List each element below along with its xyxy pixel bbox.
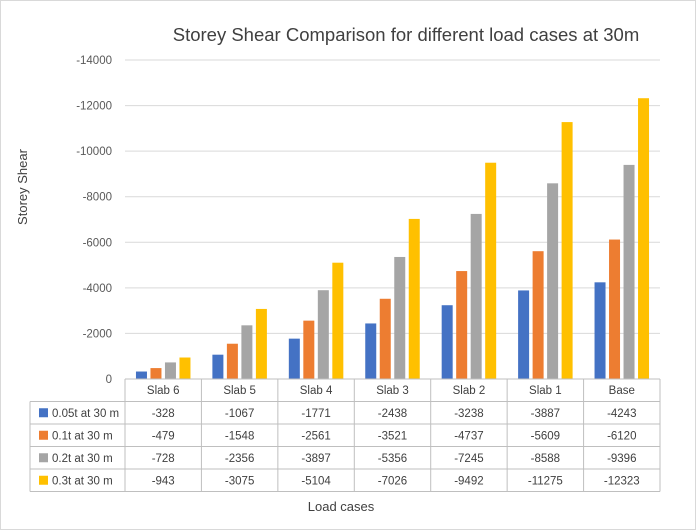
bar (638, 98, 650, 379)
gridlines (125, 59, 660, 334)
bar (609, 239, 621, 379)
bar (532, 251, 544, 379)
data-label: -9492 (454, 475, 483, 487)
bar (164, 362, 176, 379)
legend-label: 0.3t at 30 m (52, 475, 113, 487)
data-label: -7245 (454, 453, 483, 465)
bar (317, 290, 329, 379)
bar (485, 162, 497, 379)
legend-label: 0.05t at 30 m (52, 408, 119, 420)
y-tick-label: -14000 (76, 55, 112, 67)
legend-swatch (39, 475, 48, 485)
bar (332, 262, 344, 379)
bar (547, 183, 559, 379)
y-axis-ticks: 0 -2000 -4000 -6000 -8000 -10000 -12000 -14000 (76, 55, 112, 386)
data-label: -4737 (454, 430, 483, 442)
data-label: -7026 (378, 475, 407, 487)
y-tick-label: -12000 (76, 101, 112, 113)
bar (365, 323, 377, 379)
bar (179, 357, 191, 379)
bar (408, 218, 420, 379)
x-tick-label: Base (609, 385, 635, 397)
legend-label: 0.2t at 30 m (52, 453, 113, 465)
y-tick-label: -4000 (83, 283, 112, 295)
bar (623, 164, 635, 379)
data-label: -4243 (607, 408, 636, 420)
y-tick-label: -2000 (83, 328, 112, 340)
bar (255, 308, 267, 379)
data-label: -3897 (301, 453, 330, 465)
legend-label: 0.1t at 30 m (52, 430, 113, 442)
data-label: -1548 (225, 430, 254, 442)
y-tick-label: -6000 (83, 237, 112, 249)
data-label: -11275 (528, 475, 563, 487)
y-axis-label: Storey Shear (15, 148, 30, 225)
bar (470, 213, 482, 379)
x-tick-label: Slab 6 (147, 385, 180, 397)
bar (303, 320, 315, 379)
y-tick-label: -10000 (76, 146, 112, 158)
data-label: -3238 (454, 408, 483, 420)
x-tick-label: Slab 5 (223, 385, 256, 397)
data-label: -2561 (301, 430, 330, 442)
bar (226, 343, 238, 379)
data-label: -6120 (607, 430, 636, 442)
data-label: -3887 (531, 408, 560, 420)
data-label: -8588 (531, 453, 560, 465)
bar (518, 290, 530, 379)
bar (561, 122, 573, 380)
data-label: -1067 (225, 408, 254, 420)
x-tick-label: Slab 4 (300, 385, 333, 397)
y-tick-label: 0 (106, 374, 112, 386)
bar (379, 298, 391, 379)
bar (150, 368, 162, 379)
data-label: -328 (152, 408, 175, 420)
x-tick-label: Slab 1 (529, 385, 562, 397)
data-label: -479 (152, 430, 175, 442)
legend-swatch (39, 430, 48, 440)
data-label: -2356 (225, 453, 254, 465)
legend-swatch (39, 453, 48, 463)
y-tick-label: -8000 (83, 192, 112, 204)
chart-title: Storey Shear Comparison for different lo… (173, 24, 640, 45)
data-table: Slab 6 Slab 5 Slab 4 Slab 3 Slab 2 Slab 1 Base… (29, 378, 661, 492)
data-label: -943 (152, 475, 175, 487)
x-axis-label: Load cases (308, 499, 375, 514)
data-label: -12323 (604, 475, 640, 487)
bar (456, 271, 468, 379)
data-label: -9396 (607, 453, 636, 465)
bar (212, 354, 224, 379)
bar (288, 338, 300, 379)
bar (594, 282, 606, 379)
data-label: -1771 (301, 408, 330, 420)
data-label: -3521 (378, 430, 407, 442)
data-label: -5356 (378, 453, 407, 465)
data-label: -5104 (301, 475, 331, 487)
data-label: -728 (152, 453, 175, 465)
bar (394, 256, 406, 379)
bars (135, 98, 650, 380)
bar (135, 371, 147, 379)
data-label: -3075 (225, 475, 254, 487)
bar (241, 325, 253, 379)
data-label: -5609 (531, 430, 560, 442)
data-label: -2438 (378, 408, 407, 420)
x-tick-label: Slab 2 (453, 385, 486, 397)
x-tick-label: Slab 3 (376, 385, 409, 397)
bar (441, 305, 453, 379)
legend-swatch (39, 408, 48, 418)
